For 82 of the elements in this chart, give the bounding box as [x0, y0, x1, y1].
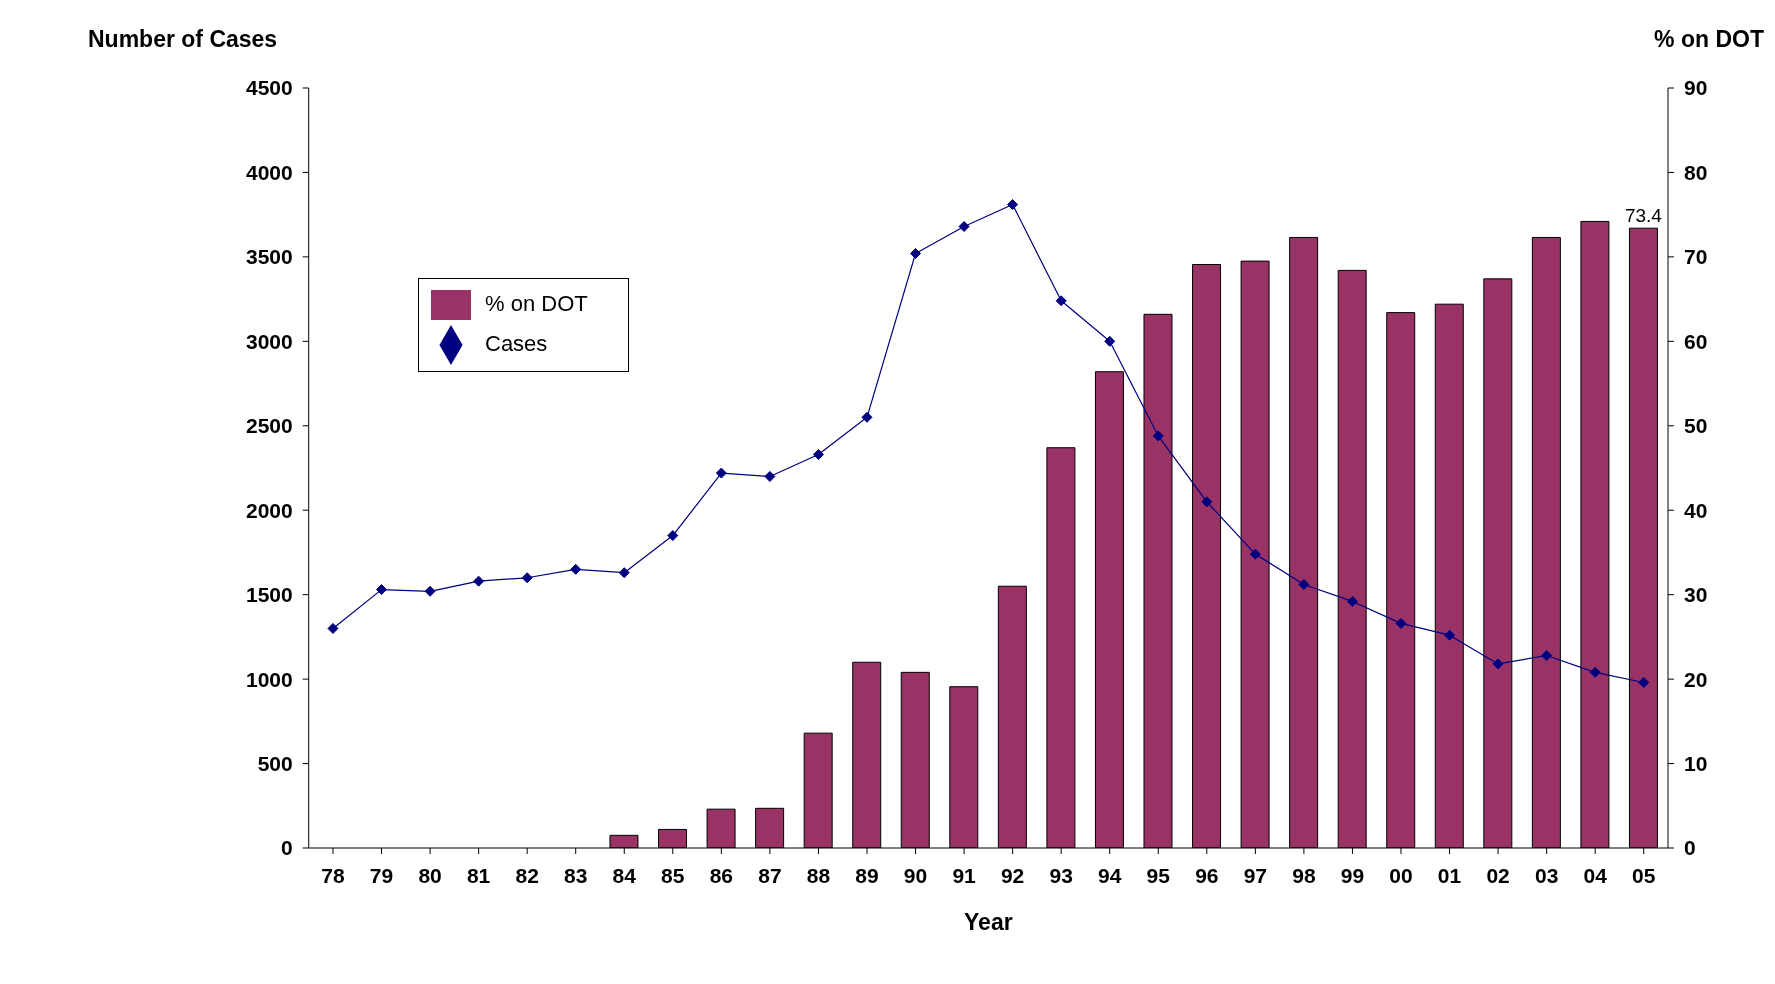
point — [958, 220, 970, 232]
legend-label: % on DOT — [485, 290, 588, 316]
x-tick-label: 93 — [1049, 863, 1073, 887]
x-tick-label: 97 — [1243, 863, 1268, 887]
y2-tick-label: 70 — [1684, 245, 1708, 269]
point — [910, 248, 922, 260]
y2-tick-label: 0 — [1684, 836, 1696, 860]
x-tick-label: 81 — [466, 863, 491, 887]
x-tick-label: 78 — [321, 863, 345, 887]
x-tick-label: 05 — [1632, 863, 1656, 887]
x-tick-label: 95 — [1146, 863, 1171, 887]
x-tick-label: 83 — [564, 863, 588, 887]
point — [1492, 658, 1504, 670]
point — [1007, 199, 1019, 211]
y2-tick-label: 30 — [1684, 583, 1708, 607]
data-label: 73.4 — [1624, 205, 1663, 227]
x-tick-label: 04 — [1583, 863, 1608, 887]
y-tick-label: 1000 — [245, 667, 293, 691]
y2-tick-label: 50 — [1684, 414, 1708, 438]
point — [1298, 579, 1310, 591]
x-tick-label: 00 — [1389, 863, 1413, 887]
point — [1541, 649, 1553, 661]
point — [1589, 666, 1601, 678]
y-tick-label: 2000 — [245, 498, 293, 522]
x-tick-label: 99 — [1340, 863, 1365, 887]
y2-tick-label: 80 — [1684, 160, 1708, 184]
x-tick-label: 96 — [1195, 863, 1219, 887]
y2-axis-title: % on DOT — [1654, 26, 1764, 53]
x-tick-label: 89 — [855, 863, 879, 887]
y-tick-label: 4000 — [245, 160, 293, 184]
x-tick-label: 90 — [903, 863, 928, 887]
x-tick-label: 87 — [758, 863, 782, 887]
point — [1346, 595, 1358, 607]
y2-tick-label: 20 — [1684, 667, 1708, 691]
legend-label: Cases — [485, 330, 548, 356]
y2-tick-label: 60 — [1684, 329, 1708, 353]
point — [715, 467, 727, 479]
point — [1249, 548, 1261, 560]
x-tick-label: 03 — [1534, 863, 1559, 887]
point — [327, 622, 339, 634]
point — [473, 575, 485, 587]
x-tick-label: 86 — [709, 863, 734, 887]
x-tick-label: 01 — [1437, 863, 1462, 887]
y-tick-label: 0 — [281, 836, 293, 860]
point — [764, 470, 776, 482]
y2-tick-label: 40 — [1684, 498, 1708, 522]
point — [1638, 676, 1650, 688]
y-tick-label: 500 — [257, 752, 293, 776]
point — [521, 572, 533, 584]
point — [812, 448, 824, 460]
y-axis-title: Number of Cases — [88, 26, 278, 53]
x-tick-label: 88 — [806, 863, 831, 887]
x-tick-label: 79 — [369, 863, 394, 887]
x-tick-label: 98 — [1292, 863, 1316, 887]
x-axis-title: Year — [964, 909, 1013, 935]
y2-tick-label: 90 — [1684, 76, 1708, 100]
point — [1395, 617, 1407, 629]
point — [1055, 295, 1067, 307]
point — [424, 585, 436, 597]
point — [861, 411, 873, 423]
point — [667, 530, 679, 542]
point — [376, 584, 388, 596]
point — [1201, 496, 1213, 508]
y-tick-label: 3000 — [245, 329, 293, 353]
x-tick-label: 85 — [661, 863, 685, 887]
y-tick-label: 1500 — [245, 583, 293, 607]
y-tick-label: 2500 — [245, 414, 293, 438]
x-tick-label: 82 — [515, 863, 539, 887]
x-tick-label: 94 — [1098, 863, 1122, 887]
x-tick-label: 91 — [952, 863, 977, 887]
x-tick-label: 80 — [418, 863, 442, 887]
x-tick-label: 84 — [612, 863, 637, 887]
y2-tick-label: 10 — [1684, 752, 1708, 776]
y-tick-label: 3500 — [245, 245, 293, 269]
point — [1444, 629, 1456, 641]
x-tick-label: 92 — [1000, 863, 1025, 887]
point — [1104, 335, 1116, 347]
point — [618, 567, 630, 579]
x-tick-label: 02 — [1486, 863, 1510, 887]
point — [570, 563, 582, 575]
point — [1152, 430, 1164, 442]
y-tick-label: 4500 — [245, 76, 293, 100]
